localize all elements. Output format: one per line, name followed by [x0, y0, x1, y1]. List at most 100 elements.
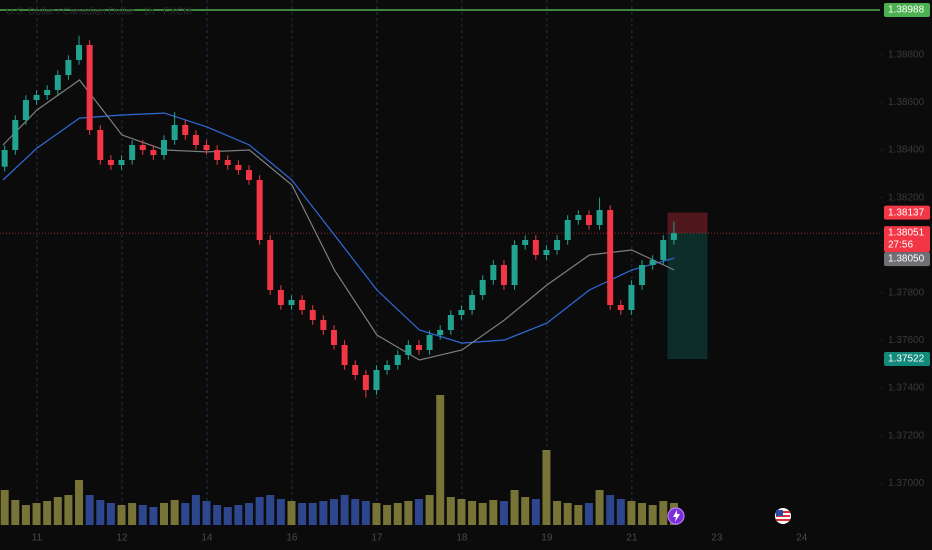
target-zone	[667, 233, 708, 360]
volume-bar	[11, 500, 20, 525]
price-badge-label: 1.38050	[888, 254, 925, 265]
volume-bar	[170, 500, 179, 525]
volume-bar	[499, 501, 508, 525]
candle-body	[256, 180, 263, 240]
volume-bar	[542, 450, 551, 525]
chart-title: U.S. Dollar / Canadian Dollar · 1h · FXC…	[6, 7, 192, 18]
y-tick-label: 1.37800	[888, 287, 925, 298]
candle-body	[660, 240, 667, 260]
x-tick-label: 16	[286, 533, 298, 544]
volume-bar	[128, 503, 137, 525]
candle-body	[585, 215, 592, 225]
candle-body	[469, 295, 476, 310]
volume-bar	[351, 499, 360, 525]
volume-bar	[361, 501, 370, 525]
volume-bar	[595, 490, 604, 525]
candle-body	[596, 210, 603, 225]
volume-bar	[213, 505, 222, 525]
volume-bar	[414, 499, 423, 525]
candle-body	[479, 280, 486, 295]
volume-bar	[531, 499, 540, 525]
candle-body	[405, 345, 412, 355]
price-badge-label: 1.38137	[888, 207, 925, 218]
volume-bar	[191, 495, 200, 525]
volume-bar	[0, 490, 9, 525]
candle-body	[76, 45, 83, 60]
y-tick-label: 1.37400	[888, 383, 925, 394]
volume-bar	[340, 495, 349, 525]
candle-body	[214, 150, 221, 160]
candle-body	[320, 320, 327, 330]
volume-bar	[489, 500, 498, 525]
candle-body	[426, 335, 433, 350]
volume-bar	[138, 505, 147, 525]
candle-body	[139, 145, 146, 150]
position-layer	[667, 212, 708, 360]
volume-bar	[85, 495, 94, 525]
candle-body	[267, 240, 274, 290]
x-tick-label: 12	[116, 533, 128, 544]
volume-bar	[425, 495, 434, 525]
volume-bar	[117, 505, 126, 525]
volume-bar	[574, 505, 583, 525]
candle-body	[12, 120, 19, 150]
volume-bar	[510, 490, 519, 525]
volume-bar	[255, 497, 264, 525]
candle-body	[33, 95, 40, 100]
candle-body	[107, 160, 114, 165]
candle-body	[415, 345, 422, 350]
y-tick-label: 1.37600	[888, 335, 925, 346]
event-icon[interactable]	[775, 508, 791, 524]
volume-bar	[638, 503, 647, 525]
volume-bar	[160, 503, 169, 525]
candle-body	[86, 45, 93, 130]
volume-bar	[457, 499, 466, 525]
candle-body	[352, 365, 359, 375]
volume-bar	[563, 503, 572, 525]
price-badge-label: 1.38051	[888, 228, 925, 239]
candle-body	[564, 220, 571, 240]
price-badge	[884, 352, 930, 367]
volume-bar	[319, 501, 328, 525]
candle-body	[288, 300, 295, 305]
volume-bar	[383, 505, 392, 525]
candle-body	[235, 165, 242, 170]
candle-body	[543, 250, 550, 255]
y-tick-label: 1.38400	[888, 145, 925, 156]
moving-average	[2, 79, 675, 361]
candle-body	[203, 145, 210, 150]
candle-body	[192, 135, 199, 145]
volume-bar	[584, 503, 593, 525]
price-badge	[884, 205, 930, 220]
volume-bar	[53, 497, 62, 525]
volume-bar	[393, 503, 402, 525]
volume-bar	[234, 505, 243, 525]
grid-layer	[0, 0, 880, 525]
candle-body	[532, 240, 539, 255]
candle-body	[182, 125, 189, 135]
x-tick-label: 23	[711, 533, 723, 544]
candle-body	[44, 90, 51, 95]
candle-body	[447, 315, 454, 330]
candle-body	[150, 150, 157, 155]
candle-body	[373, 370, 380, 390]
candle-body	[394, 355, 401, 365]
candle-body	[384, 365, 391, 370]
candle-body	[628, 285, 635, 310]
candle-body	[639, 265, 646, 285]
volume-bar	[223, 507, 232, 525]
x-tick-label: 17	[371, 533, 383, 544]
candle-body	[299, 300, 306, 310]
volume-bar	[404, 501, 413, 525]
event-icon[interactable]	[667, 507, 685, 525]
volume-bar	[468, 501, 477, 525]
volume-bar	[372, 503, 381, 525]
x-tick-label: 14	[201, 533, 213, 544]
volume-layer	[0, 395, 678, 525]
volume-bar	[308, 503, 317, 525]
volume-bar	[616, 499, 625, 525]
candle-body	[1, 150, 8, 167]
x-tick-label: 18	[456, 533, 468, 544]
volume-bar	[287, 501, 296, 525]
